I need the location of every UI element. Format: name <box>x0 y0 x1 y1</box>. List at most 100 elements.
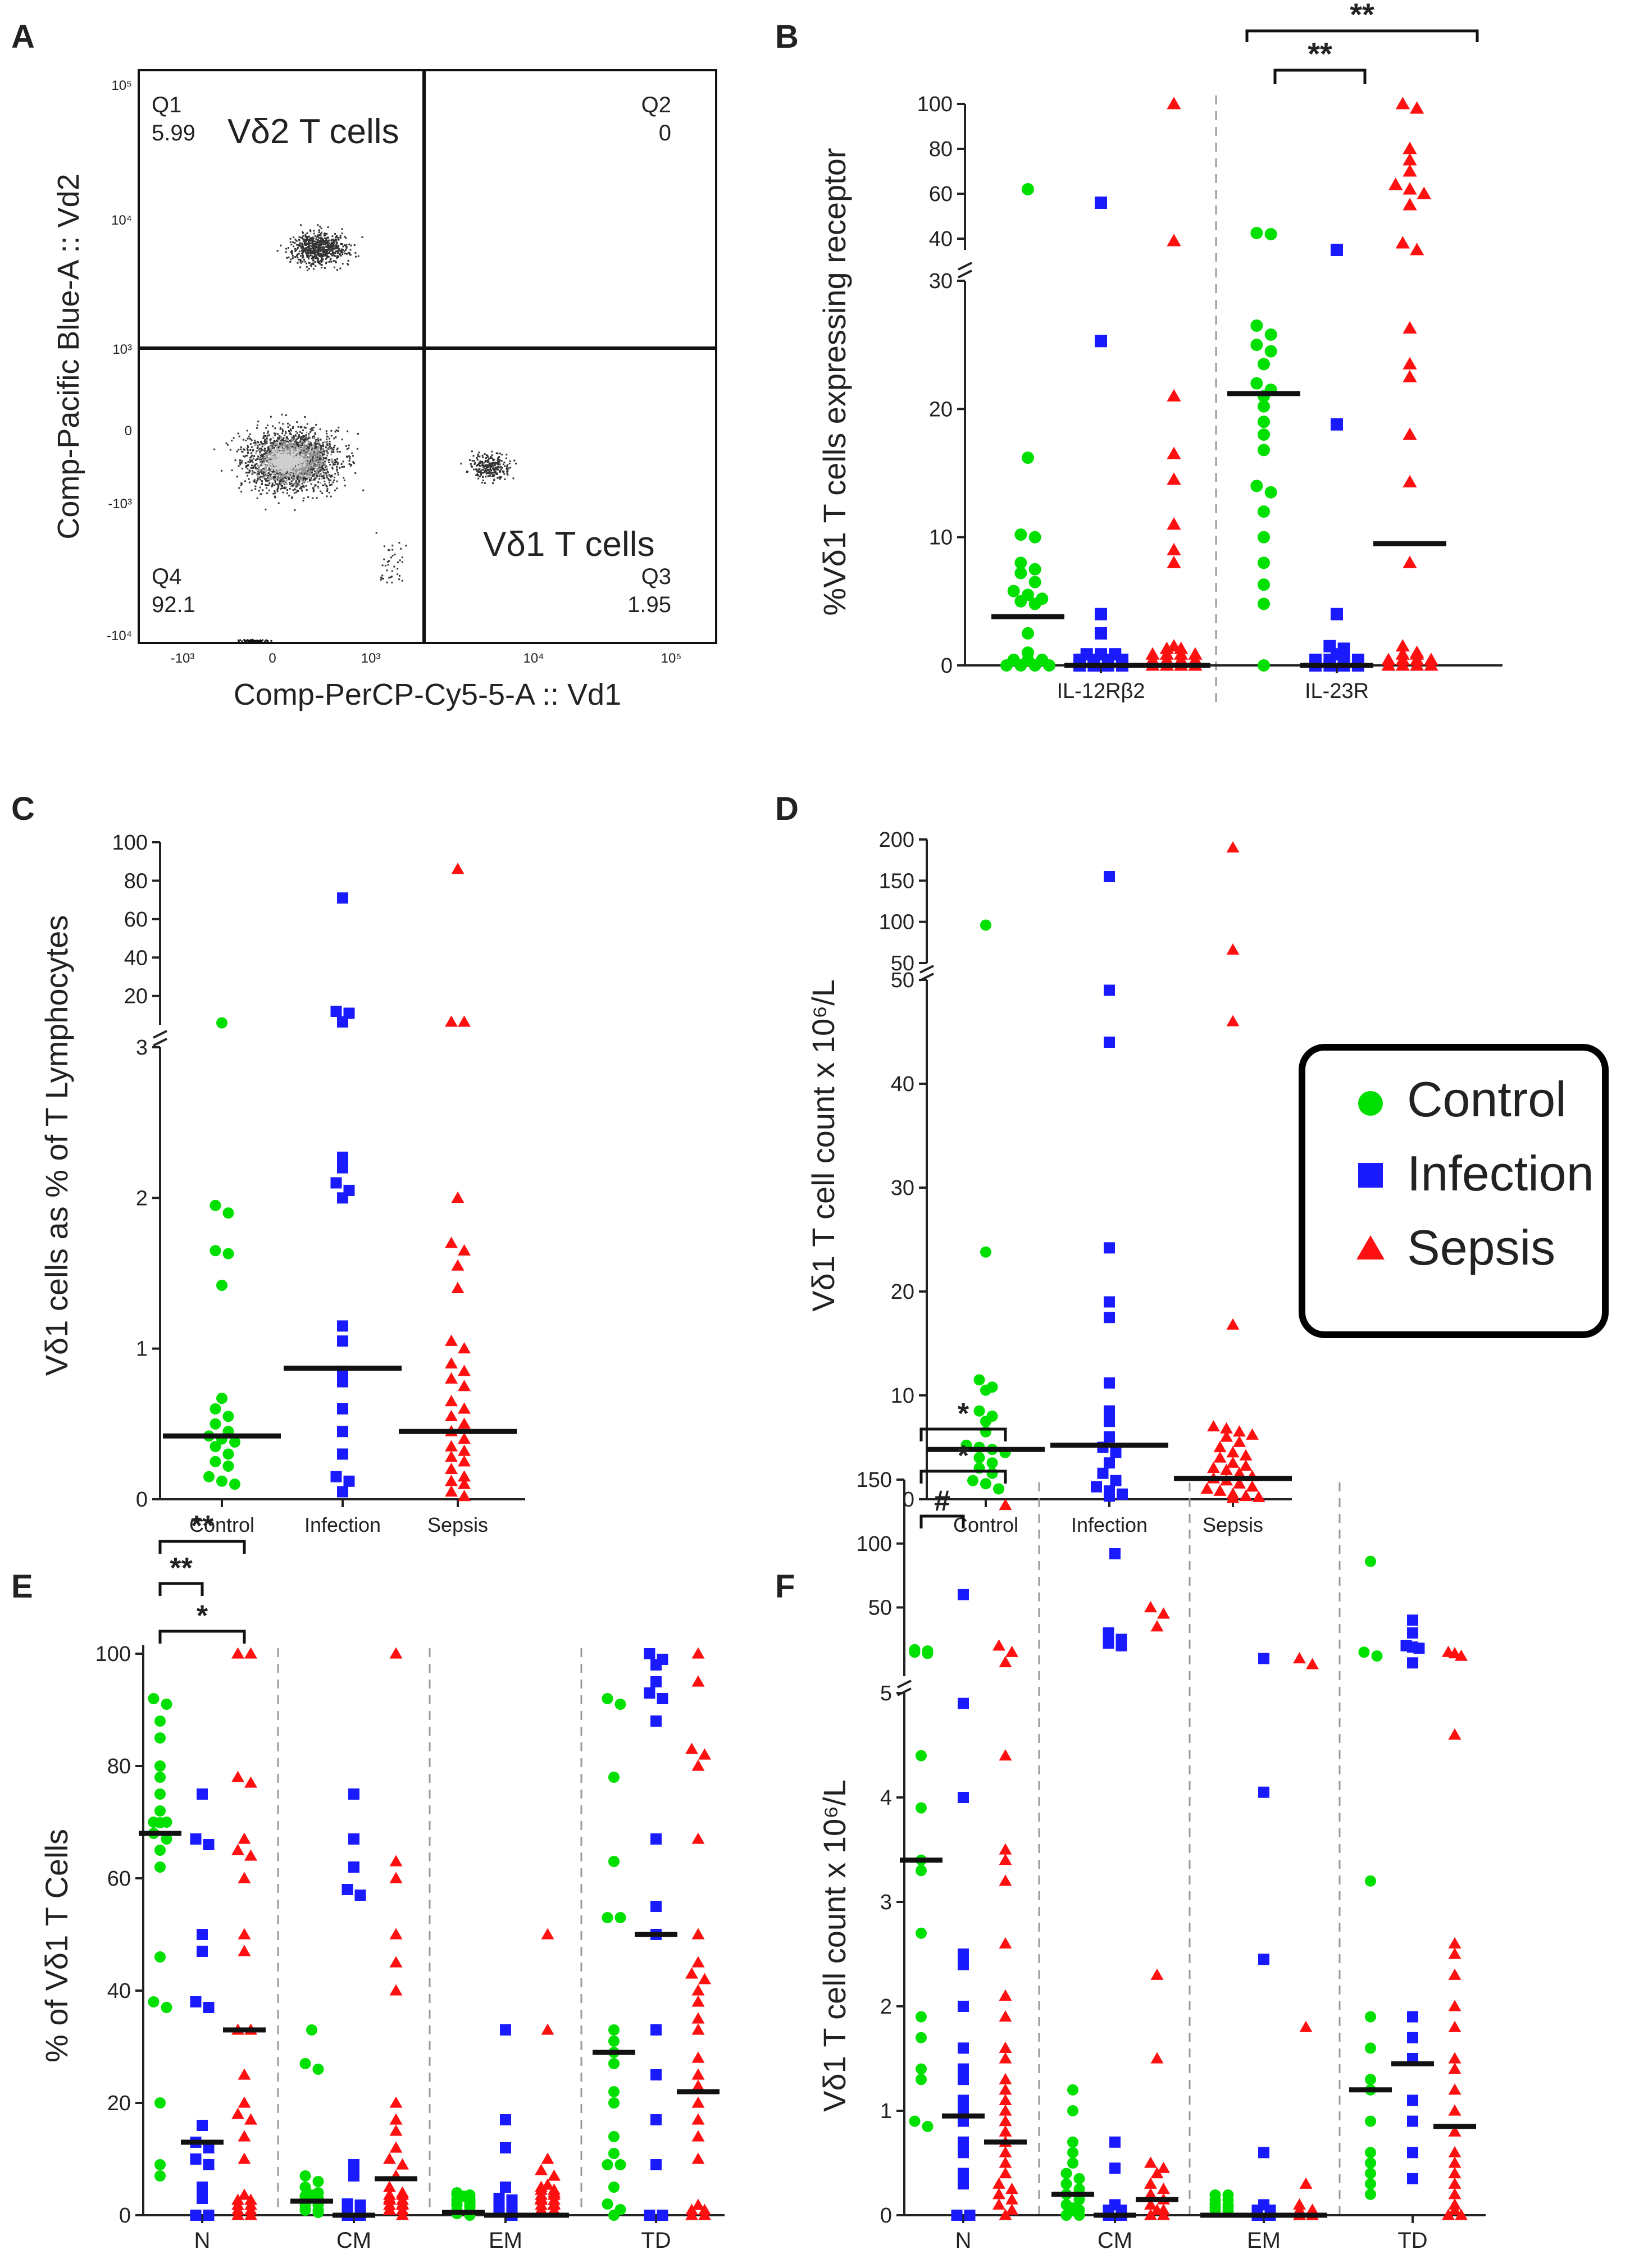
cytometry-event <box>268 450 271 453</box>
data-point <box>992 2188 1005 2199</box>
cytometry-event <box>493 464 495 467</box>
cytometry-event <box>284 460 286 462</box>
cytometry-event <box>303 449 306 451</box>
cytometry-event <box>266 460 268 462</box>
cytometry-event <box>312 487 314 489</box>
cytometry-event <box>294 248 296 250</box>
data-point <box>396 2188 409 2200</box>
data-point <box>1299 2177 1313 2189</box>
data-point <box>1448 1937 1461 1949</box>
cytometry-event <box>293 448 295 450</box>
cytometry-event <box>318 237 320 239</box>
cytometry-event <box>497 465 499 467</box>
cytometry-event <box>251 489 253 491</box>
cytometry-event <box>302 480 304 482</box>
cytometry-event <box>318 442 320 444</box>
cytometry-event <box>491 465 494 467</box>
data-point <box>238 1928 251 1940</box>
cytometry-event <box>509 460 511 462</box>
cytometry-event <box>481 462 484 464</box>
cytometry-event <box>266 440 268 442</box>
cytometry-event <box>334 463 336 466</box>
cytometry-event <box>314 441 316 444</box>
cytometry-event <box>251 439 253 441</box>
cytometry-event <box>303 440 306 442</box>
cytometry-event <box>281 439 283 441</box>
cytometry-event <box>320 449 322 451</box>
cytometry-event <box>292 482 294 485</box>
cytometry-event <box>497 462 499 464</box>
panel-b: B %Vδ1 T cells expressing receptor 01020… <box>775 0 1502 708</box>
cytometry-event <box>292 458 294 460</box>
cytometry-event <box>321 477 324 480</box>
y-tick-label: 10 <box>929 526 953 550</box>
cytometry-event <box>320 463 322 465</box>
data-point <box>1239 1449 1253 1461</box>
cytometry-event <box>331 252 334 254</box>
data-point <box>916 2063 927 2075</box>
data-point <box>1022 654 1034 667</box>
cytometry-event <box>339 267 342 270</box>
data-point <box>306 2024 317 2036</box>
cytometry-event <box>284 453 286 455</box>
cytometry-event <box>394 553 396 555</box>
cytometry-event <box>285 455 287 457</box>
cytometry-event <box>280 463 282 466</box>
cytometry-event <box>276 451 278 454</box>
cytometry-event <box>320 253 322 255</box>
data-point <box>222 1460 234 1472</box>
cytometry-event <box>306 270 308 272</box>
y-tick-label: 30 <box>929 270 953 293</box>
cytometry-event <box>339 467 341 469</box>
cytometry-event <box>349 458 351 460</box>
cytometry-event <box>308 267 310 270</box>
cytometry-event <box>260 462 262 464</box>
cytometry-event <box>316 453 318 455</box>
cytometry-event <box>279 460 281 463</box>
cytometry-event <box>309 229 311 231</box>
significance-label: ** <box>191 1510 214 1543</box>
cytometry-event <box>288 446 290 449</box>
significance-label: * <box>197 1600 208 1632</box>
data-point <box>1157 2208 1170 2220</box>
cytometry-event <box>321 260 323 262</box>
cytometry-event <box>482 472 484 474</box>
cytometry-event <box>312 244 315 247</box>
cytometry-event <box>266 640 268 642</box>
cytometry-event <box>302 261 304 263</box>
cytometry-event <box>298 467 300 469</box>
cytometry-event <box>291 452 293 454</box>
data-point <box>1028 597 1041 610</box>
cytometry-event <box>330 245 333 248</box>
cytometry-event <box>249 461 251 463</box>
cytometry-event <box>342 253 344 255</box>
cytometry-event <box>277 464 279 466</box>
y-tick-label: 80 <box>107 1755 131 1778</box>
cytometry-event <box>493 475 495 477</box>
cytometry-event <box>269 440 271 442</box>
cytometry-event <box>306 436 308 439</box>
cytometry-event <box>299 459 301 461</box>
data-point <box>210 1441 221 1453</box>
cytometry-event <box>245 640 247 642</box>
data-point <box>203 1839 215 1850</box>
cytometry-event <box>324 460 326 463</box>
cytometry-event <box>331 458 333 460</box>
data-point <box>1220 1463 1233 1475</box>
data-point <box>1246 1428 1259 1440</box>
cytometry-event <box>255 640 257 642</box>
data-point <box>1448 2203 1461 2215</box>
cytometry-event <box>237 432 239 435</box>
cytometry-event <box>306 255 308 258</box>
cytometry-event <box>309 477 311 479</box>
q2-id: Q2 <box>641 93 671 117</box>
data-point <box>445 1450 458 1462</box>
cytometry-event <box>264 459 266 461</box>
cytometry-event <box>261 449 263 451</box>
cytometry-event <box>283 477 285 479</box>
cytometry-event <box>292 241 294 244</box>
cytometry-event <box>279 455 281 457</box>
cytometry-event <box>268 472 270 474</box>
points-d <box>960 841 1265 1503</box>
data-point <box>451 1259 465 1271</box>
